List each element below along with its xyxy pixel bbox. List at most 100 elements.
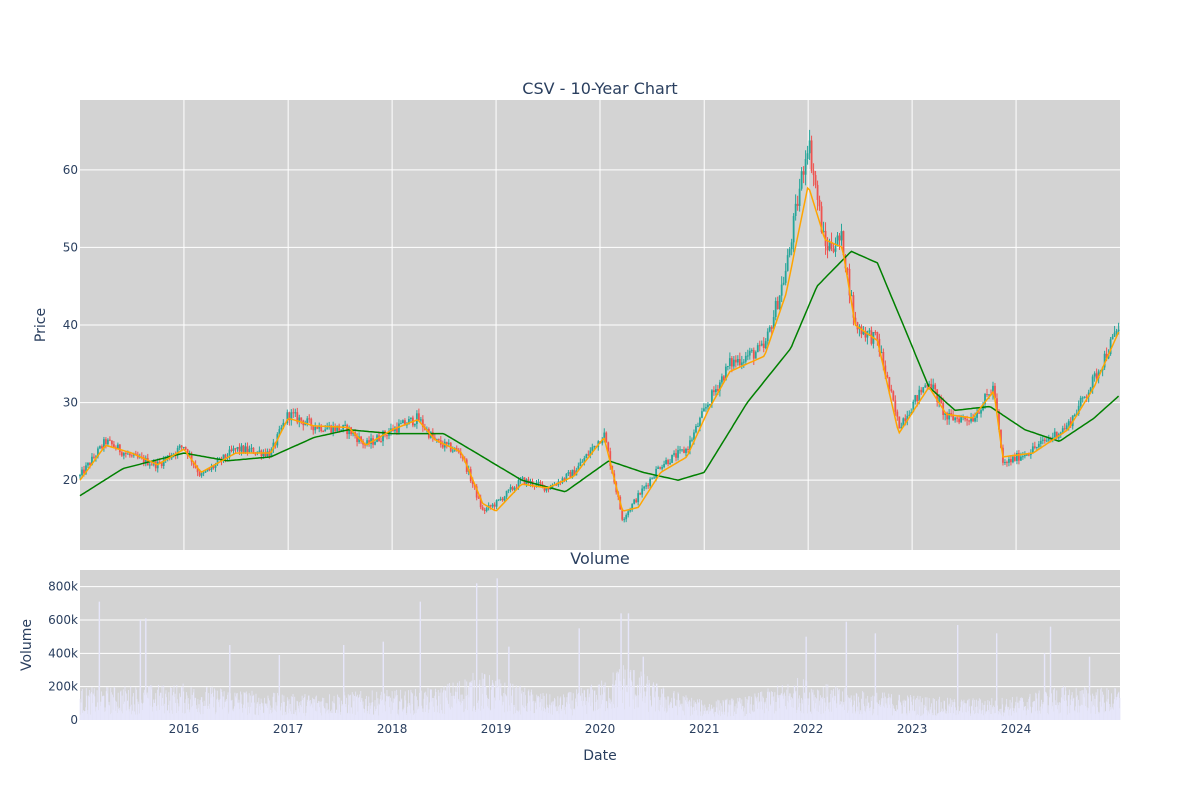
- volume-bar: [442, 692, 444, 720]
- candle-body: [1117, 329, 1120, 331]
- volume-bar: [1085, 688, 1087, 720]
- candle-body: [1025, 454, 1028, 456]
- volume-bar: [326, 703, 328, 720]
- volume-spike-bar: [845, 621, 848, 720]
- volume-bar: [109, 705, 111, 720]
- volume-bar: [836, 703, 838, 720]
- volume-bar: [945, 713, 947, 720]
- volume-bar: [1070, 699, 1072, 720]
- volume-bar: [947, 705, 949, 720]
- volume-bar: [352, 713, 354, 720]
- volume-bar: [454, 695, 456, 720]
- candle-body: [304, 423, 307, 426]
- volume-bar: [894, 709, 895, 720]
- volume-bar: [804, 692, 805, 720]
- volume-bar: [1071, 695, 1072, 720]
- volume-bar: [347, 712, 349, 720]
- candle-body: [778, 295, 781, 310]
- volume-bar: [499, 679, 501, 720]
- candle-body: [918, 389, 921, 402]
- volume-bar: [158, 695, 160, 720]
- volume-bar: [785, 709, 787, 720]
- volume-bar: [903, 699, 905, 720]
- candle-body: [118, 444, 121, 453]
- volume-bar: [634, 694, 636, 720]
- volume-bar: [714, 716, 715, 720]
- volume-bar: [563, 710, 565, 720]
- volume-bar: [1104, 702, 1106, 720]
- volume-bar: [474, 680, 476, 720]
- volume-bar: [970, 713, 972, 720]
- volume-bar: [469, 682, 470, 720]
- volume-bar: [465, 708, 466, 720]
- volume-bar: [369, 702, 371, 720]
- volume-bar: [193, 688, 195, 720]
- volume-bar: [740, 709, 742, 720]
- volume-bar: [1114, 688, 1116, 720]
- volume-bar: [505, 695, 507, 720]
- volume-bar: [456, 691, 458, 720]
- volume-bar: [846, 695, 848, 720]
- candle-body: [150, 464, 153, 466]
- volume-bar: [1096, 695, 1098, 720]
- volume-bar: [531, 701, 533, 720]
- volume-bar: [1063, 685, 1065, 720]
- candle-body: [101, 446, 103, 449]
- volume-bar: [246, 694, 248, 720]
- volume-bar: [105, 711, 107, 720]
- volume-bar: [761, 691, 763, 720]
- volume-bar: [726, 698, 728, 720]
- candle-body: [248, 448, 251, 453]
- volume-bar: [925, 710, 927, 720]
- volume-bar: [80, 714, 81, 720]
- volume-bar: [142, 709, 144, 720]
- volume-bar: [940, 702, 942, 720]
- volume-bar: [506, 711, 508, 720]
- volume-bar: [892, 715, 894, 720]
- volume-bar: [797, 707, 799, 720]
- volume-bar: [429, 689, 431, 720]
- volume-bar: [904, 706, 906, 720]
- volume-bar: [612, 672, 614, 720]
- volume-bar: [275, 702, 277, 720]
- volume-bar: [645, 696, 646, 720]
- volume-bar: [472, 672, 474, 720]
- volume-bar: [1061, 688, 1063, 720]
- volume-bar: [123, 704, 125, 720]
- candle-body: [996, 398, 998, 411]
- volume-bar: [913, 695, 915, 720]
- candle-body: [900, 426, 903, 429]
- volume-bar: [617, 672, 619, 720]
- volume-bar: [268, 713, 270, 720]
- volume-bar: [319, 701, 321, 720]
- volume-bar: [1022, 701, 1024, 720]
- candle-body: [368, 440, 370, 445]
- candle-body: [348, 427, 351, 435]
- volume-bar: [253, 702, 255, 720]
- volume-bar: [692, 707, 694, 720]
- volume-bar: [646, 683, 648, 720]
- volume-bar: [1020, 700, 1022, 720]
- volume-bar: [982, 709, 984, 720]
- volume-bar: [324, 708, 326, 720]
- volume-bar: [603, 685, 604, 720]
- candle-body: [324, 429, 327, 432]
- volume-bar: [1056, 690, 1058, 720]
- volume-bar: [964, 702, 965, 720]
- candle-body: [938, 397, 941, 403]
- volume-bar: [768, 711, 769, 720]
- volume-bar: [825, 684, 827, 720]
- volume-bar: [657, 687, 658, 720]
- volume-bar: [610, 699, 612, 720]
- volume-bar: [163, 685, 165, 720]
- volume-bar: [280, 711, 281, 720]
- volume-bar: [540, 693, 542, 720]
- volume-bar: [889, 697, 891, 720]
- volume-bar: [780, 695, 781, 720]
- volume-bar: [801, 703, 803, 720]
- volume-bar: [442, 690, 444, 720]
- volume-bar: [645, 691, 647, 720]
- volume-bar: [782, 695, 784, 720]
- volume-bar: [351, 692, 353, 720]
- candle-body: [539, 482, 542, 485]
